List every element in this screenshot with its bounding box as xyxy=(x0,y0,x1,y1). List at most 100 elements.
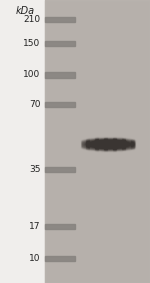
Bar xyxy=(132,144,134,145)
Bar xyxy=(130,146,132,147)
Bar xyxy=(130,143,131,144)
Bar xyxy=(115,143,116,144)
Bar xyxy=(119,141,120,142)
Bar xyxy=(99,149,100,150)
Bar xyxy=(83,142,84,143)
Bar xyxy=(115,140,116,141)
Bar xyxy=(85,144,87,145)
Bar xyxy=(101,147,102,148)
Bar xyxy=(123,140,124,141)
Bar xyxy=(81,141,82,142)
Bar xyxy=(81,145,82,146)
Bar xyxy=(91,140,92,141)
Bar xyxy=(130,139,132,140)
Bar xyxy=(107,143,108,144)
Bar xyxy=(109,139,110,140)
Bar xyxy=(132,148,134,149)
Bar xyxy=(121,138,122,139)
Bar xyxy=(118,141,119,142)
Bar xyxy=(92,148,93,149)
Bar xyxy=(94,144,95,145)
Bar xyxy=(101,141,102,142)
Bar xyxy=(103,141,105,142)
Bar xyxy=(98,143,99,144)
Bar xyxy=(85,145,87,146)
Bar xyxy=(123,143,124,144)
Bar xyxy=(98,149,99,150)
Bar xyxy=(94,146,96,147)
Bar xyxy=(103,140,105,141)
Bar xyxy=(120,146,121,147)
Bar xyxy=(127,141,128,142)
Bar xyxy=(103,143,104,144)
Bar xyxy=(124,148,125,149)
Bar xyxy=(116,144,117,145)
Bar xyxy=(96,139,98,140)
Bar xyxy=(112,150,113,151)
Bar xyxy=(125,146,126,147)
Bar xyxy=(121,140,122,141)
Bar xyxy=(100,140,101,141)
Bar xyxy=(90,146,91,147)
Bar xyxy=(112,148,113,149)
Bar xyxy=(83,144,84,145)
Bar xyxy=(130,143,132,144)
Bar xyxy=(93,139,94,140)
Bar xyxy=(92,146,93,147)
Bar xyxy=(102,140,103,141)
Bar xyxy=(115,137,116,138)
Bar xyxy=(117,149,118,150)
Bar xyxy=(117,147,118,148)
Bar xyxy=(95,140,97,141)
Bar xyxy=(124,138,125,139)
Bar xyxy=(84,147,85,148)
Bar xyxy=(118,148,119,149)
Bar xyxy=(85,147,86,148)
Bar xyxy=(129,138,130,139)
Bar xyxy=(112,143,113,144)
Bar xyxy=(85,139,86,140)
Bar xyxy=(107,148,108,149)
Bar xyxy=(114,149,116,150)
Bar xyxy=(101,145,102,146)
Bar xyxy=(94,140,96,141)
Bar xyxy=(89,149,90,150)
Bar xyxy=(110,146,111,147)
Bar xyxy=(106,138,107,139)
Bar xyxy=(118,146,119,147)
Bar xyxy=(126,138,127,139)
Bar xyxy=(128,141,129,142)
Bar xyxy=(91,146,92,147)
Bar xyxy=(92,139,93,140)
Bar xyxy=(84,146,85,147)
Bar xyxy=(133,141,134,142)
Bar xyxy=(94,147,95,148)
Bar xyxy=(103,150,104,151)
Bar xyxy=(124,143,125,144)
Bar xyxy=(88,141,89,142)
Bar xyxy=(126,144,127,145)
Bar xyxy=(120,147,121,148)
Bar xyxy=(93,143,94,144)
Bar xyxy=(128,146,129,147)
Bar xyxy=(129,149,130,150)
Bar xyxy=(113,138,115,139)
Bar xyxy=(116,140,117,141)
Bar xyxy=(96,149,98,150)
Bar xyxy=(115,139,116,140)
Bar xyxy=(94,138,95,139)
Bar xyxy=(108,145,109,146)
Bar xyxy=(103,147,105,148)
Bar xyxy=(104,150,106,151)
Bar xyxy=(130,145,132,146)
Bar xyxy=(122,141,124,142)
Bar xyxy=(116,139,117,140)
Bar xyxy=(90,142,91,143)
Bar xyxy=(106,142,107,143)
Bar xyxy=(119,144,120,145)
Bar xyxy=(105,139,106,140)
Bar xyxy=(112,150,114,151)
Bar xyxy=(134,140,135,141)
Bar xyxy=(112,144,114,145)
Bar xyxy=(89,147,90,148)
